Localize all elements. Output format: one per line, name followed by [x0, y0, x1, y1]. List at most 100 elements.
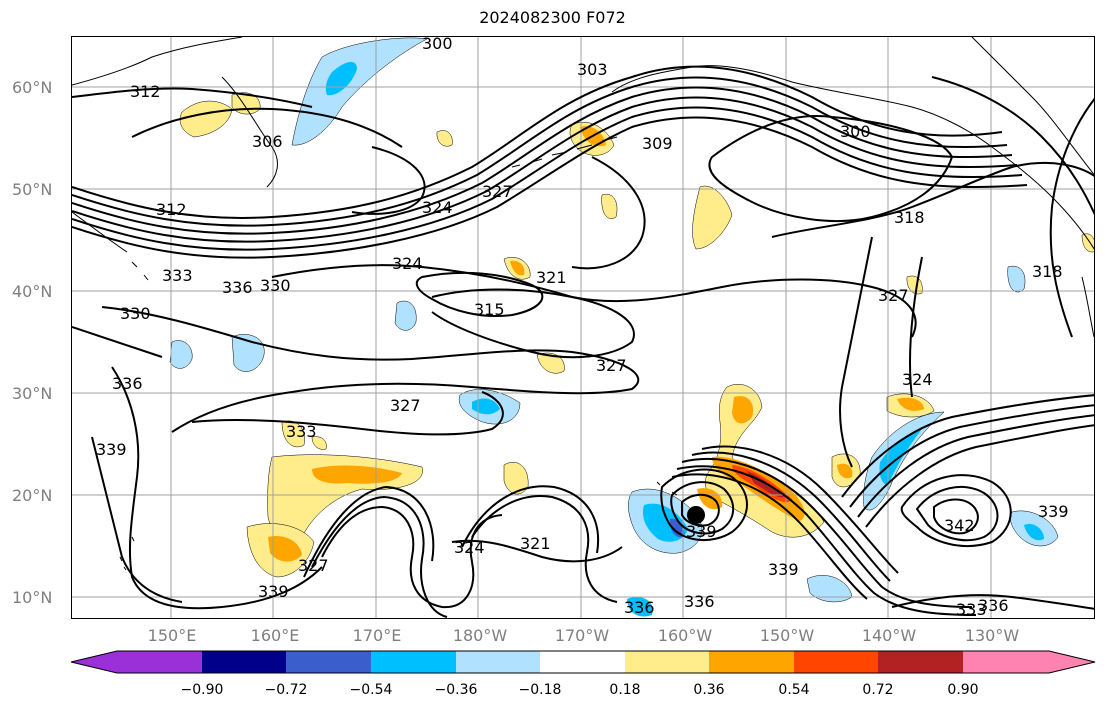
lat-label-50n: 50°N [12, 180, 53, 199]
contour-ridge-5 [461, 485, 599, 554]
contour-northeast-1 [931, 76, 1094, 216]
contour-label: 318 [1032, 262, 1063, 281]
contour-jet-2 [72, 86, 1013, 235]
colorbar-tick-label: −0.18 [518, 682, 562, 698]
colorbar-segment [794, 651, 878, 673]
shade-positive [601, 193, 618, 219]
contour-mid-1 [571, 156, 646, 270]
colorbar-segment [540, 651, 625, 673]
contour-312 [72, 65, 1003, 219]
lon-label-170e: 170°E [352, 626, 402, 645]
colorbar-tick-label: −0.36 [434, 682, 478, 698]
contour-vortex-3 [681, 493, 720, 527]
shade-positive [732, 396, 754, 424]
lon-label-160w: 160°W [657, 626, 713, 645]
contour-label: 321 [536, 268, 567, 287]
shade-negative [169, 340, 193, 369]
contour-labels: 300 300 303 306 309 312 312 315 318 318 … [96, 37, 1069, 618]
contour-label: 300 [840, 122, 871, 141]
coast-canada [971, 37, 1094, 176]
shade-negative [806, 575, 853, 603]
contour-label: 336 [684, 592, 715, 611]
map-panel: 300 300 303 306 309 312 312 315 318 318 … [71, 36, 1095, 619]
contour-label: 321 [520, 534, 551, 553]
contour-jet-5 [72, 116, 1028, 259]
colorbar-segment [963, 651, 1049, 673]
contour-label: 306 [252, 132, 283, 151]
contour-324 [431, 288, 635, 359]
shade-negative [627, 596, 653, 617]
lat-label-40n: 40°N [12, 282, 53, 301]
contour-label: 330 [260, 276, 291, 295]
contour-jet-1 [72, 76, 1008, 227]
contour-label: 318 [894, 208, 925, 227]
colorbar-tick-label: 0.90 [947, 682, 979, 698]
contour-west-1 [72, 326, 163, 358]
contour-label: 339 [96, 440, 127, 459]
coast-us-west [1081, 276, 1094, 338]
contour-east-3 [857, 414, 1094, 518]
contour-band-3 [671, 473, 868, 600]
colorbar-segment [286, 651, 371, 673]
contour-label: 339 [686, 522, 717, 541]
contour-ridge-4 [471, 495, 618, 603]
lon-label-150e: 150°E [147, 626, 197, 645]
contour-east-1 [841, 394, 1094, 498]
coast-alaska [611, 65, 1094, 250]
coast-kamchatka [72, 37, 243, 86]
shade-positive [268, 535, 302, 562]
shade-positive [897, 397, 924, 411]
contour-label: 324 [392, 254, 423, 273]
colorbar-extend-high [1049, 651, 1095, 673]
contour-333 [191, 391, 504, 436]
chart-title: 2024082300 F072 [479, 8, 626, 27]
contour-mid-2 [351, 146, 426, 215]
contour-band-4 [691, 451, 891, 582]
shade-positive [536, 352, 565, 374]
shade-negative [291, 37, 428, 146]
contour-label: 312 [156, 200, 187, 219]
contour-vortex-2 [670, 481, 735, 535]
lat-label-60n: 60°N [12, 78, 53, 97]
contour-label: 324 [902, 370, 933, 389]
contour-label: 315 [474, 300, 505, 319]
contour-south [891, 594, 1094, 610]
contour-300 [708, 115, 954, 222]
shade-positive [692, 185, 733, 250]
contour-low-east-1 [900, 474, 1012, 548]
contour-vortex-1 [660, 468, 748, 542]
contour-label: 339 [258, 582, 289, 601]
shade-negative [472, 398, 500, 415]
colorbar-tick-label: −0.90 [180, 682, 224, 698]
shade-positive [697, 488, 723, 510]
contour-327 [271, 264, 917, 338]
colorbar-segment [202, 651, 286, 673]
contour-label: 336 [112, 374, 143, 393]
map-svg: 300 300 303 306 309 312 312 315 318 318 … [72, 37, 1094, 618]
contour-318 [771, 161, 1094, 238]
contour-ridge-3 [303, 485, 435, 578]
contour-east-4 [865, 424, 1094, 528]
contour-label: 303 [577, 60, 608, 79]
colorbar-segment [625, 651, 709, 673]
lon-label-130w: 130°W [964, 626, 1020, 645]
contour-north-2 [131, 107, 403, 148]
lon-label-180w: 180°W [452, 626, 508, 645]
colorbar-segment [709, 651, 794, 673]
contour-315 [415, 271, 544, 318]
colorbar-segment [117, 651, 202, 673]
contour-label: 336 [978, 596, 1009, 615]
colorbar-tick-label: 0.18 [609, 682, 641, 698]
contour-label: 300 [422, 37, 453, 53]
coast-small-islands [119, 536, 135, 571]
shade-positive [510, 260, 525, 276]
contour-label: 336 [222, 278, 253, 297]
shade-positive [1081, 233, 1094, 253]
contour-low-east-2 [915, 486, 999, 542]
contour-east-vert-2 [909, 256, 923, 398]
colorbar-segment [878, 651, 963, 673]
contour-label: 312 [130, 82, 161, 101]
contour-label: 339 [1038, 502, 1069, 521]
storm-center-marker [687, 506, 705, 524]
coast-kuril-islands [72, 211, 149, 281]
